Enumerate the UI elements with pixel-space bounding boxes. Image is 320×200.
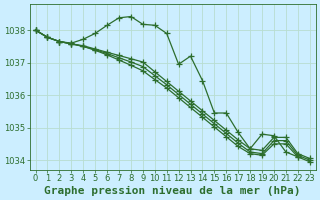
X-axis label: Graphe pression niveau de la mer (hPa): Graphe pression niveau de la mer (hPa) <box>44 186 301 196</box>
